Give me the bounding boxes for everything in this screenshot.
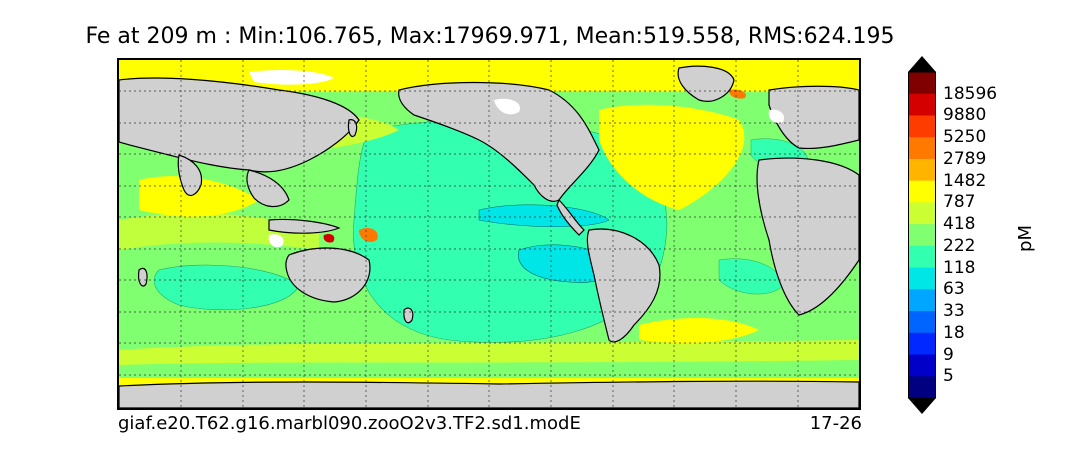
colorbar-tick-label: 418 [943,214,976,235]
land-southeast-asia [246,169,290,208]
white-hudson [494,98,520,115]
years-label: 17-26 [809,413,862,434]
world-map [119,60,859,408]
colorbar-swatch [908,224,936,247]
colorbar-tick-label: 9880 [943,105,987,126]
colorbar-swatch [908,137,936,160]
colorbar-tick-label: 5250 [943,127,987,148]
colorbar-tick-label: 18596 [943,83,998,104]
colorbar-tick-label: 5 [943,366,954,387]
indian-teal-zone [154,264,300,311]
white-north-sea [768,109,785,123]
no-data-regions [249,70,785,248]
colorbar-border [908,71,936,399]
land-south-america [586,228,661,343]
colorbar-tick-label: 2789 [943,148,987,169]
land-greenland [677,65,735,102]
colorbar-swatch [908,93,936,116]
land-north-america [398,81,600,202]
colorbar-extend-max [908,56,936,72]
colorbar-tick-label: 33 [943,301,965,322]
colorbar-swatch [908,267,936,290]
figure-title: Fe at 209 m : Min:106.765, Max:17969.971… [85,24,895,49]
colorbar-swatch [908,72,936,95]
colorbar-swatch [908,245,936,269]
land-madagascar [137,267,148,287]
land-asia [119,77,360,173]
south-atlantic-yellow [639,318,759,343]
units-label: pM [1014,225,1036,252]
land-new-zealand [403,307,414,324]
land-africa [756,157,859,316]
colorbar-swatch [908,180,936,203]
colorbar-tick-label: 63 [943,279,965,300]
colorbar-swatch [908,115,936,138]
colorbar-swatch [908,332,936,356]
colorbar-tick-label: 18 [943,322,965,343]
land-japan [347,119,358,138]
land-europe [768,85,859,150]
land-masses [119,65,859,408]
white-arctic-1 [249,70,334,85]
hotspot-red-1 [323,233,335,243]
map-panel [117,58,861,410]
graticule [119,60,859,408]
colorbar-swatch [908,289,936,312]
colorbar-extend-min [908,398,936,414]
hotspot-orange-2 [729,89,746,99]
case-name-label: giaf.e20.T62.g16.marbl090.zooO2v3.TF2.sd… [118,413,581,434]
colorbar-swatch [908,354,936,377]
colorbar-swatch [908,376,936,399]
colorbar-tick-label: 222 [943,235,976,256]
atlantic-yellow [599,104,745,210]
colorbar-swatch [908,311,936,334]
colorbar-swatch [908,202,936,225]
colorbar-swatch [908,158,936,182]
white-south-china [268,234,284,248]
colorbar-tick-label: 787 [943,192,976,213]
colorbar-tick-label: 118 [943,257,976,278]
hotspot-orange-1 [359,228,378,242]
land-central-america [556,198,585,236]
colorbar-tick-label: 1482 [943,170,987,191]
colorbar [908,56,936,414]
land-india [177,154,203,197]
colorbar-tick-label: 9 [943,344,954,365]
